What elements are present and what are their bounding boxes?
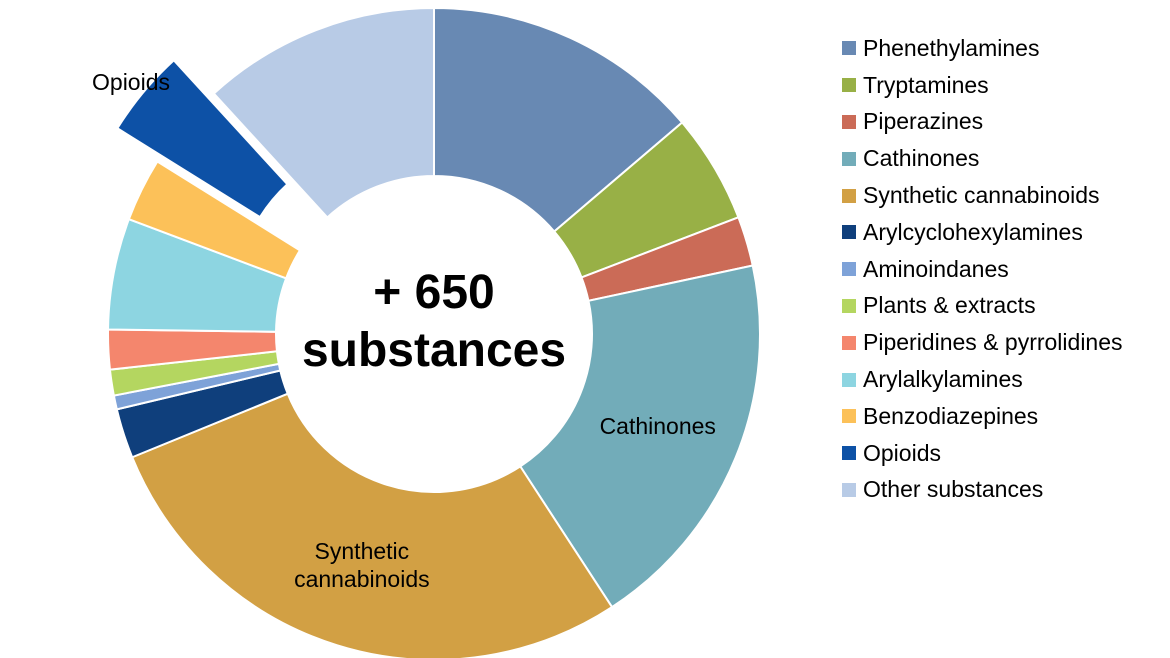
- legend-swatch: [842, 225, 856, 240]
- legend-label: Plants & extracts: [863, 292, 1036, 319]
- legend-swatch: [842, 372, 856, 387]
- legend-label: Aminoindanes: [863, 255, 1009, 282]
- legend-item-arylcyclohexylamines: Arylcyclohexylamines: [842, 214, 1123, 251]
- legend-label: Benzodiazepines: [863, 402, 1039, 429]
- legend-label: Other substances: [863, 476, 1044, 503]
- legend-label: Tryptamines: [863, 71, 989, 98]
- legend-swatch: [842, 78, 856, 93]
- slice-label-opioids: Opioids: [92, 69, 170, 95]
- legend-item-synthetic-cannabinoids: Synthetic cannabinoids: [842, 177, 1123, 214]
- slice-synthetic-cannabinoids: [130, 392, 614, 658]
- legend-item-piperidines-and-pyrrolidines: Piperidines & pyrrolidines: [842, 324, 1123, 361]
- chart-slice-labels: Cathinones Synthetic cannabinoids Opioids: [92, 69, 716, 592]
- legend-item-phenethylamines: Phenethylamines: [842, 30, 1123, 67]
- slice-phenethylamines: [433, 6, 684, 233]
- legend-label: Cathinones: [863, 145, 980, 172]
- center-label-line-2: substances: [302, 324, 566, 377]
- legend-item-plants-and-extracts: Plants & extracts: [842, 288, 1123, 325]
- legend-swatch: [842, 335, 856, 350]
- legend-item-tryptamines: Tryptamines: [842, 67, 1123, 104]
- slice-label-cathinones: Cathinones: [600, 413, 716, 439]
- chart-slices: [107, 6, 761, 658]
- legend-label: Opioids: [863, 439, 941, 466]
- legend-label: Piperazines: [863, 108, 984, 135]
- legend-item-cathinones: Cathinones: [842, 140, 1123, 177]
- legend-item-opioids: Opioids: [842, 435, 1123, 472]
- legend-swatch: [842, 114, 856, 129]
- legend-swatch: [842, 262, 856, 277]
- legend-item-aminoindanes: Aminoindanes: [842, 251, 1123, 288]
- slice-cathinones: [518, 264, 761, 609]
- legend-swatch: [842, 482, 856, 497]
- legend-swatch: [842, 151, 856, 166]
- legend-label: Arylcyclohexylamines: [863, 218, 1083, 245]
- legend-swatch: [842, 298, 856, 313]
- slice-label-synthetic-cannabinoids: Synthetic cannabinoids: [294, 538, 430, 592]
- legend-swatch: [842, 409, 856, 424]
- legend-label: Arylalkylamines: [863, 366, 1023, 393]
- legend-swatch: [842, 41, 856, 56]
- legend-label: Piperidines & pyrrolidines: [863, 329, 1123, 356]
- legend-item-arylalkylamines: Arylalkylamines: [842, 361, 1123, 398]
- slice-opioids: [116, 58, 289, 219]
- legend-item-other-substances: Other substances: [842, 472, 1123, 509]
- chart-legend: Phenethylamines Tryptamines Piperazines Cat…: [842, 30, 1123, 508]
- legend-item-piperazines: Piperazines: [842, 104, 1123, 141]
- slice-benzodiazepines: [127, 160, 302, 280]
- legend-label: Synthetic cannabinoids: [863, 182, 1100, 209]
- legend-swatch: [842, 188, 856, 203]
- legend-item-benzodiazepines: Benzodiazepines: [842, 398, 1123, 435]
- slice-other-substances: [212, 6, 435, 219]
- legend-swatch: [842, 446, 856, 461]
- center-label-line-1: + 650: [373, 266, 494, 319]
- legend-label: Phenethylamines: [863, 34, 1040, 61]
